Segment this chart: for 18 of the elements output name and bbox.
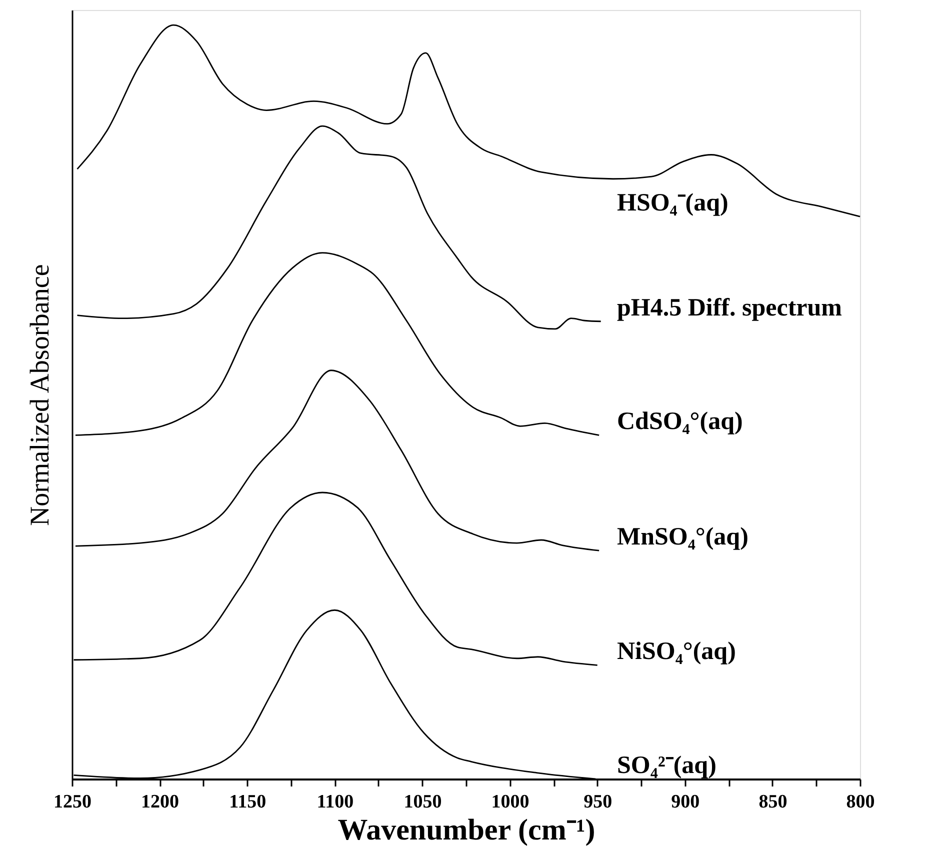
series-label: pH4.5 Diff. spectrum: [617, 294, 842, 322]
series-label: MnSO₄°(aq): [617, 524, 748, 551]
x-tick-label: 950: [584, 792, 612, 812]
x-tick-label: 1100: [316, 792, 354, 812]
y-axis-title: Normalized Absorbance: [24, 264, 54, 526]
x-tick-label: 900: [671, 792, 700, 812]
x-tick-label: 1250: [54, 792, 92, 812]
x-tick-label: 850: [758, 792, 788, 812]
series-label: CdSO₄°(aq): [617, 408, 743, 436]
x-tick-label: 1200: [141, 792, 180, 812]
x-tick-label: 800: [846, 792, 875, 812]
series-label: SO₄²⁻(aq): [617, 752, 716, 779]
x-axis-title: Wavenumber (cm⁻¹): [338, 814, 596, 846]
series-label: HSO₄⁻(aq): [617, 190, 728, 217]
x-tick-label: 1150: [229, 792, 266, 812]
x-tick-label: 1000: [491, 792, 530, 812]
series-label: NiSO₄°(aq): [617, 638, 736, 666]
x-tick-label: 1050: [404, 792, 442, 812]
